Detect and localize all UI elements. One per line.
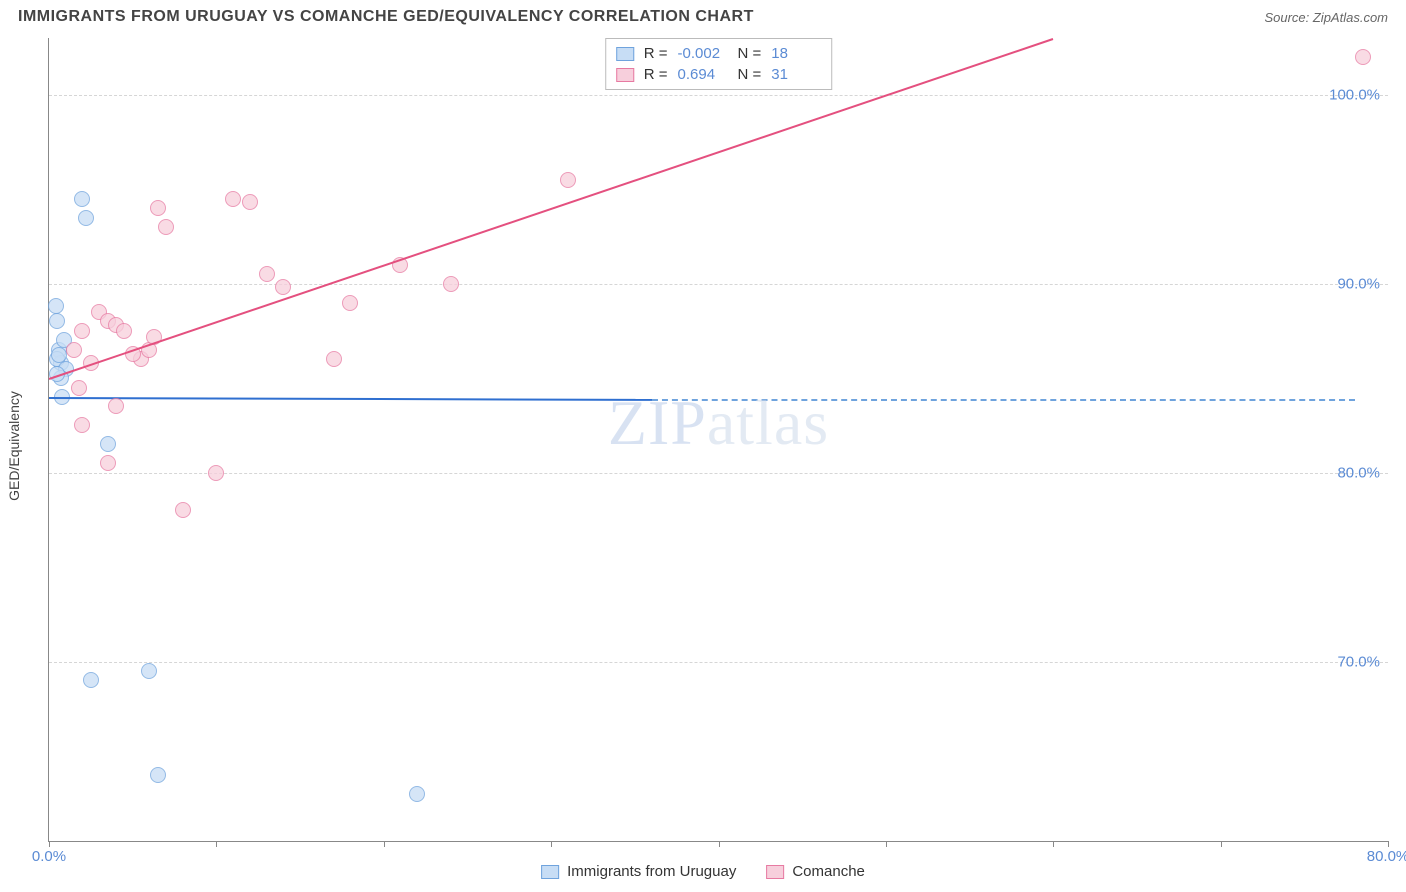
data-point [83,672,99,688]
legend-r-value: -0.002 [678,45,728,62]
x-tick-mark [886,841,887,847]
data-point [116,323,132,339]
data-point [1355,49,1371,65]
x-tick-mark [551,841,552,847]
y-axis-label: GED/Equivalency [6,391,22,501]
x-tick-mark [216,841,217,847]
x-tick-mark [1053,841,1054,847]
data-point [141,663,157,679]
x-tick-label: 80.0% [1367,848,1406,865]
data-point [108,398,124,414]
x-tick-mark [384,841,385,847]
data-point [150,767,166,783]
y-tick-label: 70.0% [1337,653,1380,670]
gridline [49,662,1388,663]
chart-area: 70.0%80.0%90.0%100.0%0.0%80.0% ZIPatlas … [48,38,1388,842]
data-point [259,266,275,282]
legend-row: R = 0.694 N = 31 [616,64,822,85]
legend-swatch [616,68,634,82]
data-point [275,279,291,295]
data-point [100,455,116,471]
data-point [100,436,116,452]
data-point [158,219,174,235]
trend-line-extrapolated [652,399,1355,401]
data-point [71,380,87,396]
series-legend: Immigrants from Uruguay Comanche [541,863,865,880]
data-point [560,172,576,188]
legend-item: Immigrants from Uruguay [541,863,736,880]
trend-line [49,397,652,401]
y-tick-label: 90.0% [1337,275,1380,292]
legend-swatch [616,47,634,61]
legend-r-label: R = [644,66,668,83]
legend-label: Immigrants from Uruguay [567,863,736,880]
data-point [175,502,191,518]
data-point [208,465,224,481]
data-point [409,786,425,802]
data-point [48,298,64,314]
legend-r-value: 0.694 [678,66,728,83]
data-point [150,200,166,216]
data-point [443,276,459,292]
data-point [74,323,90,339]
legend-n-value: 31 [771,66,821,83]
data-point [74,417,90,433]
legend-row: R = -0.002 N = 18 [616,43,822,64]
legend-n-label: N = [738,45,762,62]
gridline [49,95,1388,96]
gridline [49,473,1388,474]
data-point [326,351,342,367]
legend-swatch [541,865,559,879]
legend-label: Comanche [792,863,865,880]
x-tick-mark [49,841,50,847]
legend-item: Comanche [766,863,865,880]
trend-line [49,38,1054,380]
y-tick-label: 100.0% [1329,86,1380,103]
data-point [51,347,67,363]
gridline [49,284,1388,285]
data-point [49,313,65,329]
data-point [242,194,258,210]
data-point [78,210,94,226]
chart-title: IMMIGRANTS FROM URUGUAY VS COMANCHE GED/… [18,8,754,26]
x-tick-mark [1221,841,1222,847]
source-attribution: Source: ZipAtlas.com [1264,10,1388,25]
legend-n-label: N = [738,66,762,83]
correlation-legend: R = -0.002 N = 18 R = 0.694 N = 31 [605,38,833,90]
data-point [66,342,82,358]
data-point [74,191,90,207]
legend-r-label: R = [644,45,668,62]
legend-swatch [766,865,784,879]
data-point [225,191,241,207]
x-tick-label: 0.0% [32,848,66,865]
y-tick-label: 80.0% [1337,464,1380,481]
x-tick-mark [719,841,720,847]
data-point [342,295,358,311]
x-tick-mark [1388,841,1389,847]
legend-n-value: 18 [771,45,821,62]
